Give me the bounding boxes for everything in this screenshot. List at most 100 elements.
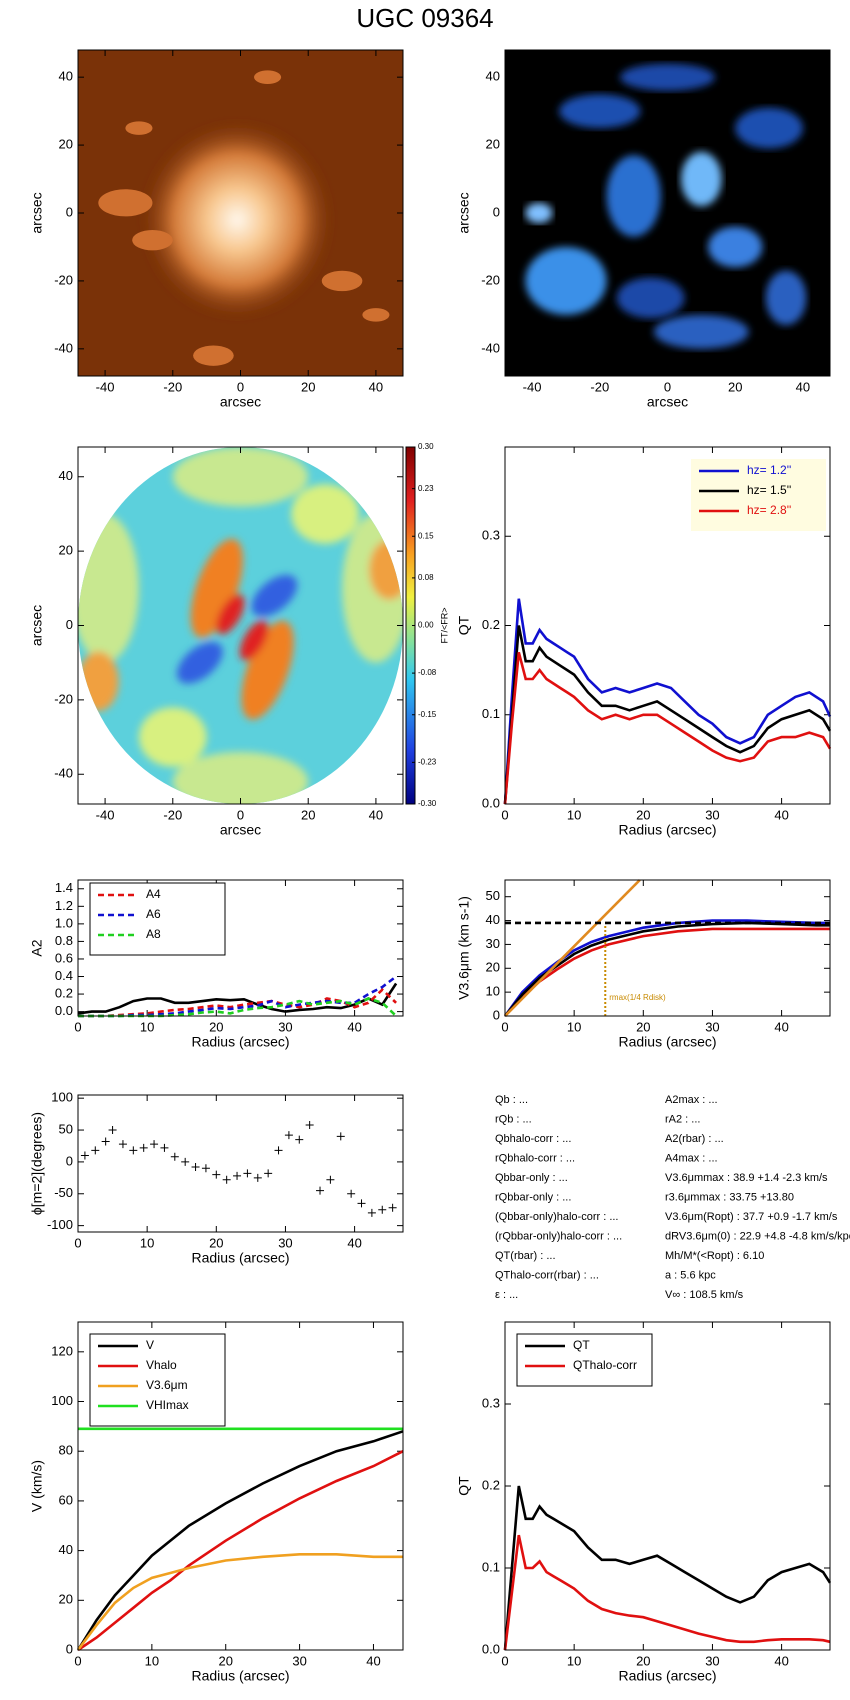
info-line: Qbhalo-corr : ... [495, 1133, 571, 1145]
x-tick-label: -20 [163, 379, 182, 394]
panel: 0 10 20 30 40 0 20 40 60 80 100 120 Radius (arcsec) V… [29, 1321, 404, 1684]
y-tick-label: 0 [493, 1007, 500, 1022]
info-line: dRV3.6μm(0) : 22.9 +4.8 -4.8 km/s/kpc [665, 1230, 850, 1242]
y-tick-label: 100 [51, 1090, 73, 1105]
colorbar-tick-label: -0.08 [418, 668, 437, 677]
x-tick-label: 40 [774, 807, 788, 822]
scatter-point [284, 1131, 293, 1140]
info-line: A4max : ... [665, 1152, 718, 1164]
y-tick-label: 0.1 [482, 1559, 500, 1574]
legend-label: V3.6μm [146, 1378, 188, 1392]
info-line: r3.6μmmax : 33.75 +13.80 [665, 1191, 794, 1203]
x-tick-label: -40 [523, 379, 542, 394]
legend-label: V [146, 1338, 154, 1352]
y-axis-label: V (km/s) [29, 1460, 45, 1512]
y-axis-label: arcsec [29, 192, 45, 233]
series-line [77, 1450, 404, 1652]
emission-patch [765, 270, 807, 326]
info-line: Qbbar-only : ... [495, 1172, 568, 1184]
info-line: ε : ... [495, 1289, 518, 1301]
y-tick-label: -50 [54, 1185, 73, 1200]
x-tick-label: 40 [347, 1235, 361, 1250]
scatter-point [80, 1151, 89, 1160]
x-tick-label: 10 [140, 1019, 154, 1034]
y-tick-label: 0.6 [55, 950, 73, 965]
scatter-point [347, 1189, 356, 1198]
y-tick-label: -20 [54, 272, 73, 287]
x-tick-label: 0 [74, 1019, 81, 1034]
scatter-point [91, 1146, 100, 1155]
figure-title: UGC 09364 [356, 3, 493, 33]
y-tick-label: 0 [66, 1641, 73, 1656]
x-tick-label: 10 [567, 1653, 581, 1668]
axes-frame [77, 446, 404, 805]
emission-patch [735, 107, 803, 149]
y-tick-label: 30 [486, 936, 500, 951]
y-tick-label: 60 [59, 1492, 73, 1507]
emission-patch [525, 246, 607, 315]
x-axis-label: Radius (arcsec) [191, 1668, 289, 1684]
info-line: QThalo-corr(rbar) : ... [495, 1269, 599, 1281]
x-tick-label: 20 [636, 1019, 650, 1034]
x-tick-label: 10 [140, 1235, 154, 1250]
x-axis-label: Radius (arcsec) [191, 1250, 289, 1266]
y-axis-label: ϕ[m=2](degrees) [29, 1112, 45, 1215]
scatter-point [118, 1140, 127, 1149]
map-arm [251, 574, 298, 617]
emission-patch [559, 94, 641, 129]
panel: -40 -20 0 20 40 -40 -20 0 20 40 arcsec arcsec 0.30 0.… [29, 442, 450, 838]
y-tick-label: 0.0 [55, 1003, 73, 1018]
legend-label: VHImax [146, 1398, 189, 1412]
x-axis-label: arcsec [220, 394, 261, 410]
x-tick-label: 40 [369, 807, 383, 822]
x-tick-label: 0 [74, 1653, 81, 1668]
scatter-point [295, 1135, 304, 1144]
annotation-label: rmax(1/4 Rdisk) [609, 993, 666, 1002]
y-axis-label: V3.6μm (km s-1) [456, 896, 472, 1000]
map-arm [239, 620, 269, 661]
emission-patch [708, 226, 763, 268]
series-line [503, 625, 832, 805]
y-tick-label: 0.2 [55, 986, 73, 1001]
y-tick-label: 50 [486, 888, 500, 903]
info-line: (rQbbar-only)halo-corr : ... [495, 1230, 622, 1242]
panel: 0 10 20 30 40 0.0 0.2 0.4 0.6 0.8 1.0 1.2 1.4 Radius … [29, 879, 404, 1050]
x-tick-label: 20 [209, 1235, 223, 1250]
emission-patch [681, 151, 722, 207]
colorbar-tick-label: -0.30 [418, 799, 437, 808]
x-tick-label: 0 [501, 1653, 508, 1668]
y-tick-label: 0.4 [55, 968, 73, 983]
scatter-point [305, 1120, 314, 1129]
y-tick-label: 0.3 [482, 528, 500, 543]
info-line: a : 5.6 kpc [665, 1269, 716, 1281]
scatter-point [378, 1205, 387, 1214]
legend-box [89, 1333, 226, 1427]
x-tick-label: 30 [705, 1019, 719, 1034]
x-tick-label: 40 [774, 1653, 788, 1668]
colorbar-tick-label: 0.15 [418, 531, 434, 540]
series-line [76, 1430, 404, 1651]
y-axis-label: arcsec [29, 605, 45, 646]
y-tick-label: 20 [59, 543, 73, 558]
series-line [503, 919, 830, 1017]
x-axis-label: Radius (arcsec) [618, 822, 716, 838]
y-axis-label: A2 [29, 939, 45, 956]
y-tick-label: 20 [486, 960, 500, 975]
x-tick-label: 20 [636, 807, 650, 822]
y-tick-label: 120 [51, 1343, 73, 1358]
scatter-point [129, 1146, 138, 1155]
legend-label: hz= 1.5'' [747, 483, 791, 497]
y-tick-label: 40 [59, 1542, 73, 1557]
x-tick-label: 10 [145, 1653, 159, 1668]
y-tick-label: 0 [66, 1153, 73, 1168]
x-tick-label: 0 [74, 1235, 81, 1250]
scatter-point [139, 1143, 148, 1152]
series-line [77, 982, 398, 1015]
scatter-point [336, 1132, 345, 1141]
y-tick-label: -40 [481, 340, 500, 355]
y-tick-label: -20 [54, 691, 73, 706]
x-axis-label: Radius (arcsec) [191, 1034, 289, 1050]
legend-box [516, 1333, 653, 1387]
scatter-point [212, 1170, 221, 1179]
axes-frame [77, 879, 404, 1017]
